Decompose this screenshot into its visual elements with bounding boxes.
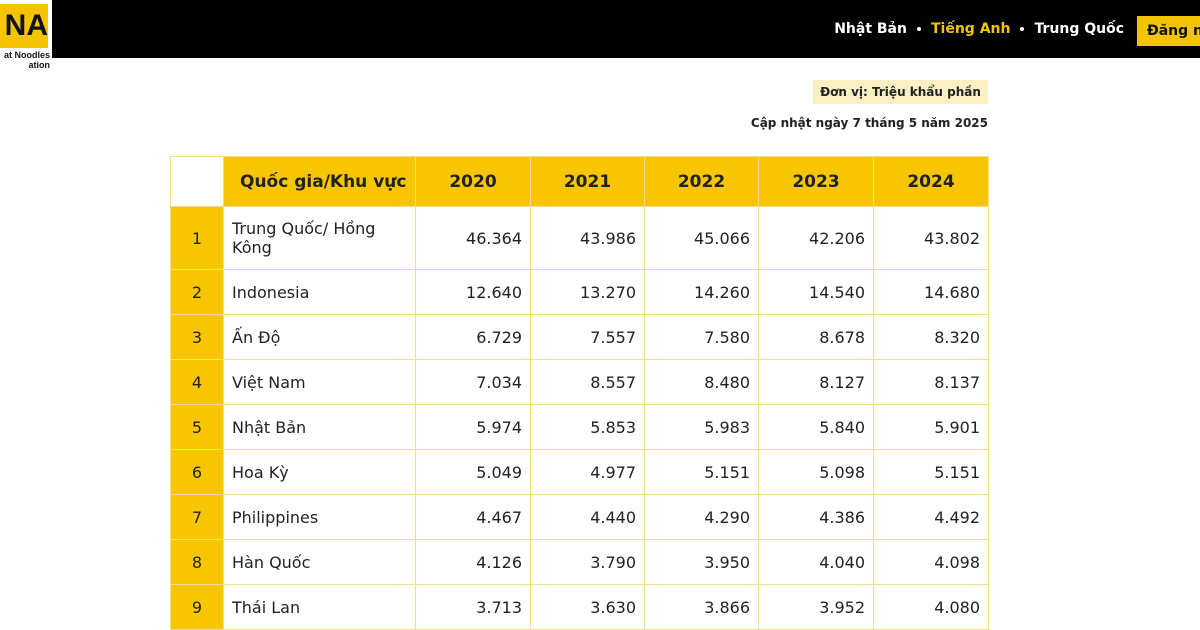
table-row: 8 Hàn Quốc 4.126 3.790 3.950 4.040 4.098 (170, 539, 989, 585)
table-row: 7 Philippines 4.467 4.440 4.290 4.386 4.492 (170, 494, 989, 540)
rank-cell: 7 (170, 494, 224, 540)
login-button[interactable]: Đăng nh (1137, 16, 1200, 46)
rank-cell: 9 (170, 584, 224, 630)
value-cell: 3.952 (758, 584, 874, 630)
value-cell: 5.901 (873, 404, 989, 450)
value-cell: 3.950 (644, 539, 759, 585)
value-cell: 14.260 (644, 269, 759, 315)
value-cell: 5.983 (644, 404, 759, 450)
rank-cell: 3 (170, 314, 224, 360)
value-cell: 43.986 (530, 206, 645, 270)
updated-note: Cập nhật ngày 7 tháng 5 năm 2025 (750, 116, 988, 130)
header-cell: Quốc gia/Khu vực (223, 156, 416, 207)
nav-link[interactable]: Trung Quốc (1034, 21, 1124, 37)
value-cell: 5.151 (644, 449, 759, 495)
logo-caption: at Noodles (3, 50, 50, 60)
value-cell: 4.977 (530, 449, 645, 495)
rank-cell: 2 (170, 269, 224, 315)
value-cell: 8.137 (873, 359, 989, 405)
value-cell: 4.467 (415, 494, 531, 540)
rank-cell: 6 (170, 449, 224, 495)
value-cell: 13.270 (530, 269, 645, 315)
nav-link[interactable]: Tiếng Anh (930, 21, 1011, 37)
value-cell: 5.974 (415, 404, 531, 450)
header-row: Quốc gia/Khu vực 2020 2021 2022 2023 2024 (170, 156, 989, 207)
value-cell: 46.364 (415, 206, 531, 270)
value-cell: 6.729 (415, 314, 531, 360)
country-cell: Việt Nam (223, 359, 416, 405)
value-cell: 14.540 (758, 269, 874, 315)
value-cell: 4.290 (644, 494, 759, 540)
country-cell: Nhật Bản (223, 404, 416, 450)
value-cell: 8.127 (758, 359, 874, 405)
table-row: 2 Indonesia 12.640 13.270 14.260 14.540 14.680 (170, 269, 989, 315)
value-cell: 4.098 (873, 539, 989, 585)
value-cell: 12.640 (415, 269, 531, 315)
table-row: 9 Thái Lan 3.713 3.630 3.866 3.952 4.080 (170, 584, 989, 630)
country-cell: Philippines (223, 494, 416, 540)
nav-separator (1020, 27, 1025, 31)
value-cell: 8.480 (644, 359, 759, 405)
table-row: 5 Nhật Bản 5.974 5.853 5.983 5.840 5.901 (170, 404, 989, 450)
rank-cell: 1 (170, 206, 224, 270)
unit-note: Đơn vị: Triệu khẩu phần (813, 80, 988, 104)
value-cell: 8.557 (530, 359, 645, 405)
country-cell: Indonesia (223, 269, 416, 315)
header-cell: 2024 (873, 156, 989, 207)
value-cell: 4.126 (415, 539, 531, 585)
country-cell: Hàn Quốc (223, 539, 416, 585)
value-cell: 4.080 (873, 584, 989, 630)
value-cell: 3.630 (530, 584, 645, 630)
header-cell: 2020 (415, 156, 531, 207)
country-cell: Ấn Độ (223, 314, 416, 360)
value-cell: 45.066 (644, 206, 759, 270)
value-cell: 14.680 (873, 269, 989, 315)
value-cell: 4.492 (873, 494, 989, 540)
value-cell: 7.557 (530, 314, 645, 360)
value-cell: 5.840 (758, 404, 874, 450)
header-cell: 2023 (758, 156, 874, 207)
value-cell: 7.580 (644, 314, 759, 360)
rank-cell: 8 (170, 539, 224, 585)
nav-separator (916, 27, 921, 31)
value-cell: 5.049 (415, 449, 531, 495)
logo-caption: ation (28, 60, 51, 70)
value-cell: 3.790 (530, 539, 645, 585)
language-nav: Nhật Bản Tiếng Anh Trung Quốc (834, 0, 1124, 58)
table-row: 1 Trung Quốc/ Hồng Kông 46.364 43.986 45.066… (170, 206, 989, 270)
value-cell: 5.151 (873, 449, 989, 495)
value-cell: 42.206 (758, 206, 874, 270)
table-row: 6 Hoa Kỳ 5.049 4.977 5.151 5.098 5.151 (170, 449, 989, 495)
logo-mark: NA (0, 4, 48, 48)
top-bar: NA at Noodles ation Nhật Bản Tiếng Anh T… (0, 0, 1200, 72)
rank-cell: 4 (170, 359, 224, 405)
data-table: Quốc gia/Khu vực 2020 2021 2022 2023 2024 1 Tr… (170, 156, 989, 630)
rank-cell: 5 (170, 404, 224, 450)
value-cell: 3.713 (415, 584, 531, 630)
value-cell: 5.098 (758, 449, 874, 495)
header-cell: 2021 (530, 156, 645, 207)
value-cell: 4.440 (530, 494, 645, 540)
header-cell: 2022 (644, 156, 759, 207)
value-cell: 43.802 (873, 206, 989, 270)
country-cell: Trung Quốc/ Hồng Kông (223, 206, 416, 270)
value-cell: 8.678 (758, 314, 874, 360)
table-row: 3 Ấn Độ 6.729 7.557 7.580 8.678 8.320 (170, 314, 989, 360)
table-row: 4 Việt Nam 7.034 8.557 8.480 8.127 8.137 (170, 359, 989, 405)
header-cell (170, 156, 224, 207)
value-cell: 7.034 (415, 359, 531, 405)
country-cell: Thái Lan (223, 584, 416, 630)
nav-link[interactable]: Nhật Bản (834, 21, 907, 37)
value-cell: 5.853 (530, 404, 645, 450)
value-cell: 4.040 (758, 539, 874, 585)
value-cell: 8.320 (873, 314, 989, 360)
value-cell: 3.866 (644, 584, 759, 630)
country-cell: Hoa Kỳ (223, 449, 416, 495)
value-cell: 4.386 (758, 494, 874, 540)
logo[interactable]: NA at Noodles ation (0, 0, 52, 72)
